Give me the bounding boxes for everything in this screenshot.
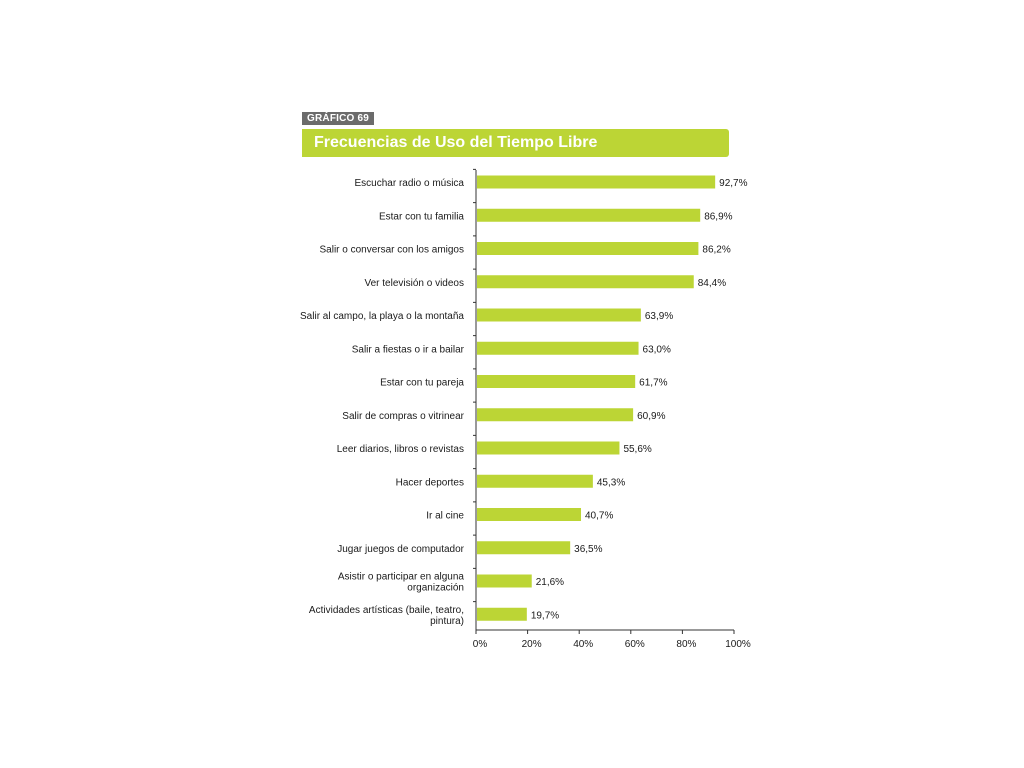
category-label-line: Salir a fiestas o ir a bailar bbox=[352, 344, 465, 355]
category-label-line: Salir al campo, la playa o la montaña bbox=[300, 311, 464, 322]
category-label: Estar con tu familia bbox=[379, 211, 464, 222]
x-tick-label: 100% bbox=[725, 639, 751, 650]
value-label: 86,9% bbox=[704, 211, 732, 222]
category-label: Ir al cine bbox=[426, 511, 464, 522]
bar bbox=[477, 308, 641, 322]
category-label-line: pintura) bbox=[430, 616, 464, 627]
category-label: Leer diarios, libros o revistas bbox=[337, 444, 464, 455]
category-label: Actividades artísticas (baile, teatro, pi… bbox=[309, 605, 464, 627]
bar bbox=[477, 508, 582, 521]
bar bbox=[477, 341, 639, 355]
category-label-line: Ir al cine bbox=[426, 511, 464, 522]
category-label: Estar con tu pareja bbox=[380, 378, 464, 389]
category-label: Salir al campo, la playa o la montaña bbox=[300, 311, 464, 322]
bar bbox=[477, 474, 593, 488]
x-tick-label: 40% bbox=[573, 639, 593, 650]
category-label-line: Salir o conversar con los amigos bbox=[319, 245, 464, 256]
value-label: 55,6% bbox=[623, 444, 651, 455]
value-label: 36,5% bbox=[574, 544, 602, 555]
bar bbox=[477, 408, 634, 422]
value-label: 92,7% bbox=[719, 178, 747, 189]
category-label: Jugar juegos de computador bbox=[337, 544, 464, 555]
bar bbox=[477, 208, 701, 222]
bar bbox=[477, 574, 532, 588]
category-label-line: Jugar juegos de computador bbox=[337, 544, 464, 555]
value-label: 86,2% bbox=[702, 245, 730, 256]
category-label-line: Leer diarios, libros o revistas bbox=[337, 444, 464, 455]
value-label: 21,6% bbox=[536, 577, 564, 588]
category-label-line: Asistir o participar en alguna bbox=[338, 572, 465, 583]
category-label-line: organización bbox=[407, 583, 464, 594]
bar bbox=[477, 441, 620, 455]
chart-title: Frecuencias de Uso del Tiempo Libre bbox=[314, 134, 598, 151]
chart-number-badge: GRÁFICO 69 bbox=[302, 112, 375, 125]
value-label: 61,7% bbox=[639, 378, 667, 389]
category-label-line: Escuchar radio o música bbox=[355, 178, 465, 189]
bar bbox=[477, 175, 716, 189]
value-label: 84,4% bbox=[698, 278, 726, 289]
category-label-line: Hacer deportes bbox=[396, 477, 464, 488]
bar bbox=[477, 275, 694, 289]
bar bbox=[477, 242, 699, 255]
category-label: Asistir o participar en alguna organizaci… bbox=[338, 572, 465, 594]
value-label: 45,3% bbox=[597, 477, 625, 488]
bar bbox=[477, 541, 571, 555]
category-label-line: Estar con tu familia bbox=[379, 211, 464, 222]
x-tick-label: 20% bbox=[522, 639, 542, 650]
bar bbox=[477, 607, 527, 621]
value-label: 19,7% bbox=[531, 610, 559, 621]
value-label: 60,9% bbox=[637, 411, 665, 422]
category-label-line: Actividades artísticas (baile, teatro, bbox=[309, 605, 464, 616]
value-label: 40,7% bbox=[585, 511, 613, 522]
x-tick-label: 80% bbox=[676, 639, 696, 650]
category-label: Salir de compras o vitrinear bbox=[342, 411, 464, 422]
value-label: 63,0% bbox=[643, 344, 671, 355]
category-label: Ver televisión o videos bbox=[364, 278, 464, 289]
category-label-line: Ver televisión o videos bbox=[364, 278, 464, 289]
category-label: Hacer deportes bbox=[396, 477, 464, 488]
category-label: Escuchar radio o música bbox=[355, 178, 465, 189]
category-label-line: Salir de compras o vitrinear bbox=[342, 411, 464, 422]
chart-title-bar: Frecuencias de Uso del Tiempo Libre bbox=[302, 129, 729, 157]
x-tick-label: 60% bbox=[625, 639, 645, 650]
category-label-line: Estar con tu pareja bbox=[380, 378, 464, 389]
category-label: Salir a fiestas o ir a bailar bbox=[352, 344, 465, 355]
bar bbox=[477, 375, 636, 388]
category-label: Salir o conversar con los amigos bbox=[319, 245, 464, 256]
x-tick-label: 0% bbox=[473, 639, 488, 650]
value-label: 63,9% bbox=[645, 311, 673, 322]
